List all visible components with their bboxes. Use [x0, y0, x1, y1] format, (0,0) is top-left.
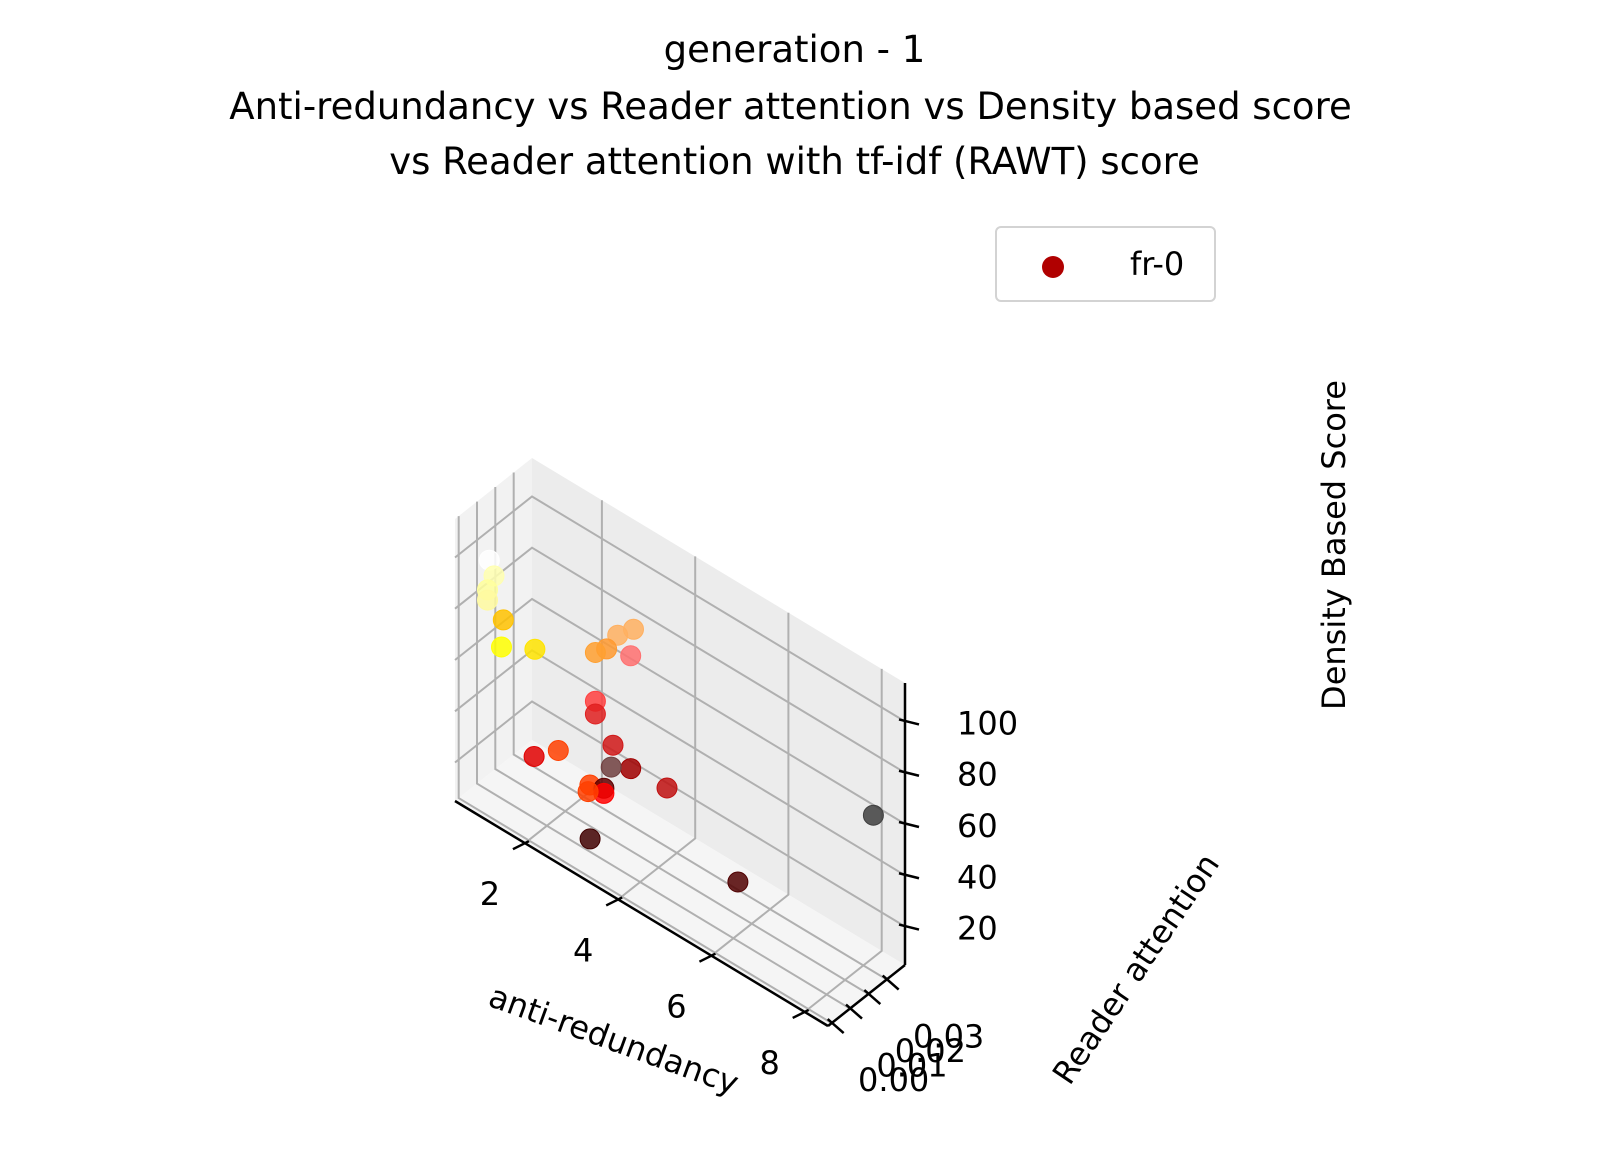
z-tick-40 [898, 872, 920, 880]
grid-y-0 [457, 516, 833, 1024]
grid-x-3 [804, 668, 883, 1013]
grid-z-4 [454, 495, 906, 723]
x-tick-label-6: 6 [666, 988, 686, 1026]
y-axis-line [827, 964, 906, 1027]
data-point-0-17 [600, 756, 622, 778]
y-axis-label: Reader attention [1045, 847, 1227, 1092]
z-axis-label: Density Based Score [1315, 380, 1353, 710]
data-point-0-10 [584, 642, 606, 663]
legend: fr-0 [995, 226, 1216, 302]
data-point-0-11 [620, 645, 642, 667]
x-axis-label: anti-redundancy [484, 977, 744, 1103]
z-tick-label-100: 100 [957, 704, 1018, 742]
tick-marks [512, 718, 920, 1035]
legend-marker-fr-0 [1042, 256, 1064, 278]
grid-x-2 [710, 612, 790, 957]
data-point-0-14 [602, 734, 624, 756]
data-point-0-8 [607, 624, 629, 646]
grid-lines [454, 472, 906, 1024]
data-point-0-13 [584, 703, 606, 725]
data-point-0-25 [727, 871, 749, 893]
data-point-0-6 [491, 636, 512, 658]
y-tick-label-0.03: 0.03 [913, 1018, 984, 1056]
x-tick-label-4: 4 [573, 931, 593, 969]
chart-title: generation - 1 [663, 28, 926, 71]
chart-subtitle-line-1: Anti-redundancy vs Reader attention vs D… [229, 85, 1352, 128]
data-point-0-15 [620, 758, 642, 780]
data-point-0-4 [492, 609, 514, 631]
y-tick-0.01 [845, 1003, 863, 1020]
axes-panes [455, 458, 905, 1026]
data-point-0-16 [656, 777, 678, 799]
y-tick-label-0.01: 0.01 [876, 1047, 947, 1085]
data-point-0-18 [547, 740, 569, 761]
x-tick-2 [512, 840, 530, 851]
data-point-0-24 [579, 828, 601, 850]
z-tick-label-20: 20 [957, 910, 998, 948]
z-tick-60 [898, 820, 920, 829]
x-tick-4 [605, 896, 623, 907]
legend-label-fr-0: fr-0 [1130, 245, 1185, 283]
y-tick-0.00 [826, 1018, 845, 1035]
grid-x-1 [617, 556, 697, 901]
tick-labels: 2 4 6 8 0.000.010.020.03 20 40 60 80 100 [480, 704, 1018, 1099]
y-tick-label-0.00: 0.00 [858, 1061, 929, 1099]
z-tick-80 [898, 769, 920, 777]
chart-subtitle-line-2: vs Reader attention with tf-idf (RAWT) s… [389, 140, 1200, 183]
z-tick-label-40: 40 [957, 858, 998, 896]
data-point-0-19 [523, 746, 545, 767]
x-tick-label-8: 8 [760, 1044, 780, 1082]
x-tick-label-2: 2 [480, 875, 500, 913]
x-tick-6 [698, 952, 716, 963]
z-tick-label-80: 80 [957, 756, 998, 794]
grid-z-0 [454, 700, 906, 928]
z-tick-label-60: 60 [957, 807, 998, 845]
y-tick-0.03 [881, 974, 900, 991]
x-tick-8 [792, 1008, 810, 1020]
data-point-0-5 [524, 638, 546, 660]
grid-z-2 [454, 597, 906, 825]
z-tick-20 [898, 923, 920, 931]
data-point-0-23 [577, 781, 599, 803]
y-tick-0.02 [863, 989, 882, 1005]
grid-y-1 [476, 501, 851, 1010]
data-point-0-26 [862, 804, 884, 826]
data-points [477, 549, 884, 893]
grid-y-3 [512, 472, 888, 981]
data-point-0-3 [477, 589, 498, 611]
y-tick-label-0.02: 0.02 [895, 1032, 966, 1070]
z-tick-100 [898, 718, 920, 726]
x-axis-line [454, 799, 829, 1028]
